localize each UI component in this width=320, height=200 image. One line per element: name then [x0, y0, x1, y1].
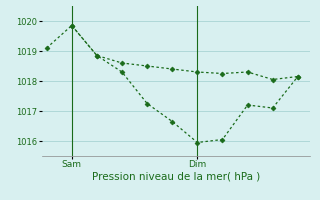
X-axis label: Pression niveau de la mer( hPa ): Pression niveau de la mer( hPa ) [92, 172, 260, 182]
